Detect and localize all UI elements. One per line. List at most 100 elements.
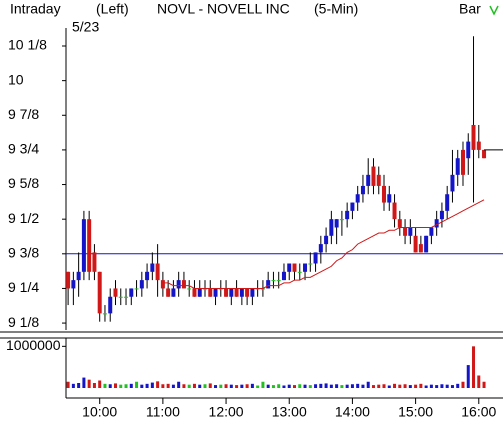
candle-body bbox=[150, 263, 155, 272]
candle-body bbox=[166, 288, 171, 297]
volume-bar bbox=[377, 384, 381, 388]
volume-bar bbox=[340, 385, 344, 388]
candle-body bbox=[297, 271, 302, 273]
x-tick-label: 16:00 bbox=[461, 404, 496, 420]
volume-bar bbox=[240, 384, 244, 388]
volume-bar bbox=[198, 384, 202, 388]
candle-body bbox=[139, 280, 144, 289]
volume-bar bbox=[245, 384, 249, 388]
candle-body bbox=[345, 210, 350, 220]
volume-bar bbox=[345, 384, 349, 388]
volume-bar bbox=[393, 383, 397, 388]
volume-bar bbox=[319, 383, 323, 388]
candle-body bbox=[76, 271, 81, 281]
y-tick-label: 9 1/4 bbox=[8, 279, 39, 295]
volume-bar bbox=[293, 385, 297, 388]
volume-bar bbox=[477, 375, 481, 388]
candle-body bbox=[92, 252, 97, 272]
volume-bar bbox=[398, 384, 402, 388]
volume-bar bbox=[314, 384, 318, 388]
candle-body bbox=[145, 271, 150, 281]
volume-bar bbox=[429, 384, 433, 388]
volume-bar bbox=[129, 383, 133, 388]
volume-bar bbox=[350, 384, 354, 388]
volume-bar bbox=[214, 385, 218, 388]
candle-body bbox=[371, 166, 376, 186]
candle-body bbox=[224, 288, 229, 297]
volume-bar bbox=[92, 383, 96, 388]
volume-bar bbox=[335, 384, 339, 388]
candle-body bbox=[129, 288, 134, 297]
candle-body bbox=[155, 263, 160, 281]
candle-body bbox=[339, 219, 344, 221]
candle-body bbox=[234, 288, 239, 297]
date: 5/23 bbox=[72, 19, 99, 35]
volume-bar bbox=[456, 383, 460, 388]
candle-body bbox=[245, 288, 250, 297]
candle-body bbox=[455, 158, 460, 175]
candle-body bbox=[355, 194, 360, 203]
style: Bar bbox=[459, 1, 481, 17]
volume-bar bbox=[256, 385, 260, 388]
menu-icon[interactable] bbox=[489, 5, 499, 16]
x-tick-label: 15:00 bbox=[398, 404, 433, 420]
candle-body bbox=[171, 288, 176, 297]
volume-bar bbox=[203, 384, 207, 388]
volume-bar bbox=[408, 385, 412, 388]
candle-body bbox=[476, 141, 481, 150]
volume-bar bbox=[440, 384, 444, 388]
volume-bar bbox=[82, 377, 86, 388]
candle-body bbox=[408, 227, 413, 236]
candle-body bbox=[303, 263, 308, 272]
x-tick-label: 12:00 bbox=[209, 404, 244, 420]
volume-bar bbox=[229, 384, 233, 388]
candle-body bbox=[387, 194, 392, 203]
volume-bar bbox=[98, 380, 102, 388]
candle-body bbox=[403, 227, 408, 236]
candle-body bbox=[250, 288, 255, 297]
candle-body bbox=[239, 288, 244, 297]
volume-bar bbox=[145, 383, 149, 388]
volume-bar bbox=[424, 385, 428, 388]
volume-bar bbox=[192, 383, 196, 388]
candle-body bbox=[318, 244, 323, 253]
volume-bar bbox=[219, 384, 223, 388]
volume-bar bbox=[282, 385, 286, 388]
volume-bar bbox=[419, 383, 423, 388]
volume-bar bbox=[277, 384, 281, 388]
volume-bar bbox=[382, 384, 386, 388]
volume-bar bbox=[298, 384, 302, 388]
volume-bar bbox=[356, 383, 360, 388]
volume-bar bbox=[366, 381, 370, 388]
title: NOVL - NOVELL INC bbox=[157, 1, 290, 17]
volume-bar bbox=[224, 384, 228, 388]
candle-body bbox=[482, 149, 487, 159]
volume-bar bbox=[324, 383, 328, 388]
candle-body bbox=[466, 141, 471, 159]
y-tick-label: 9 1/8 bbox=[8, 314, 39, 330]
candle-body bbox=[439, 210, 444, 220]
candle-body bbox=[124, 296, 129, 298]
candle-body bbox=[376, 174, 381, 186]
volume-bar bbox=[261, 381, 265, 388]
candle-body bbox=[108, 296, 113, 314]
side: (Left) bbox=[96, 1, 129, 17]
y-tick-label: 9 7/8 bbox=[8, 106, 39, 122]
candle-body bbox=[418, 244, 423, 253]
candle-body bbox=[366, 174, 371, 186]
volume-bar bbox=[271, 385, 275, 388]
volume-bar bbox=[156, 381, 160, 388]
volume-bar bbox=[161, 384, 165, 388]
volume-bar bbox=[103, 383, 107, 388]
y-tick-label: 9 5/8 bbox=[8, 175, 39, 191]
volume-bar bbox=[87, 379, 91, 388]
candle-body bbox=[350, 202, 355, 211]
candle-body bbox=[229, 288, 234, 297]
candle-body bbox=[308, 263, 313, 265]
candle-body bbox=[208, 288, 213, 297]
candle-body bbox=[324, 235, 329, 245]
candle-body bbox=[134, 288, 139, 290]
y-tick-label: 9 3/4 bbox=[8, 141, 39, 157]
y-tick-label: 10 1/8 bbox=[8, 37, 47, 53]
